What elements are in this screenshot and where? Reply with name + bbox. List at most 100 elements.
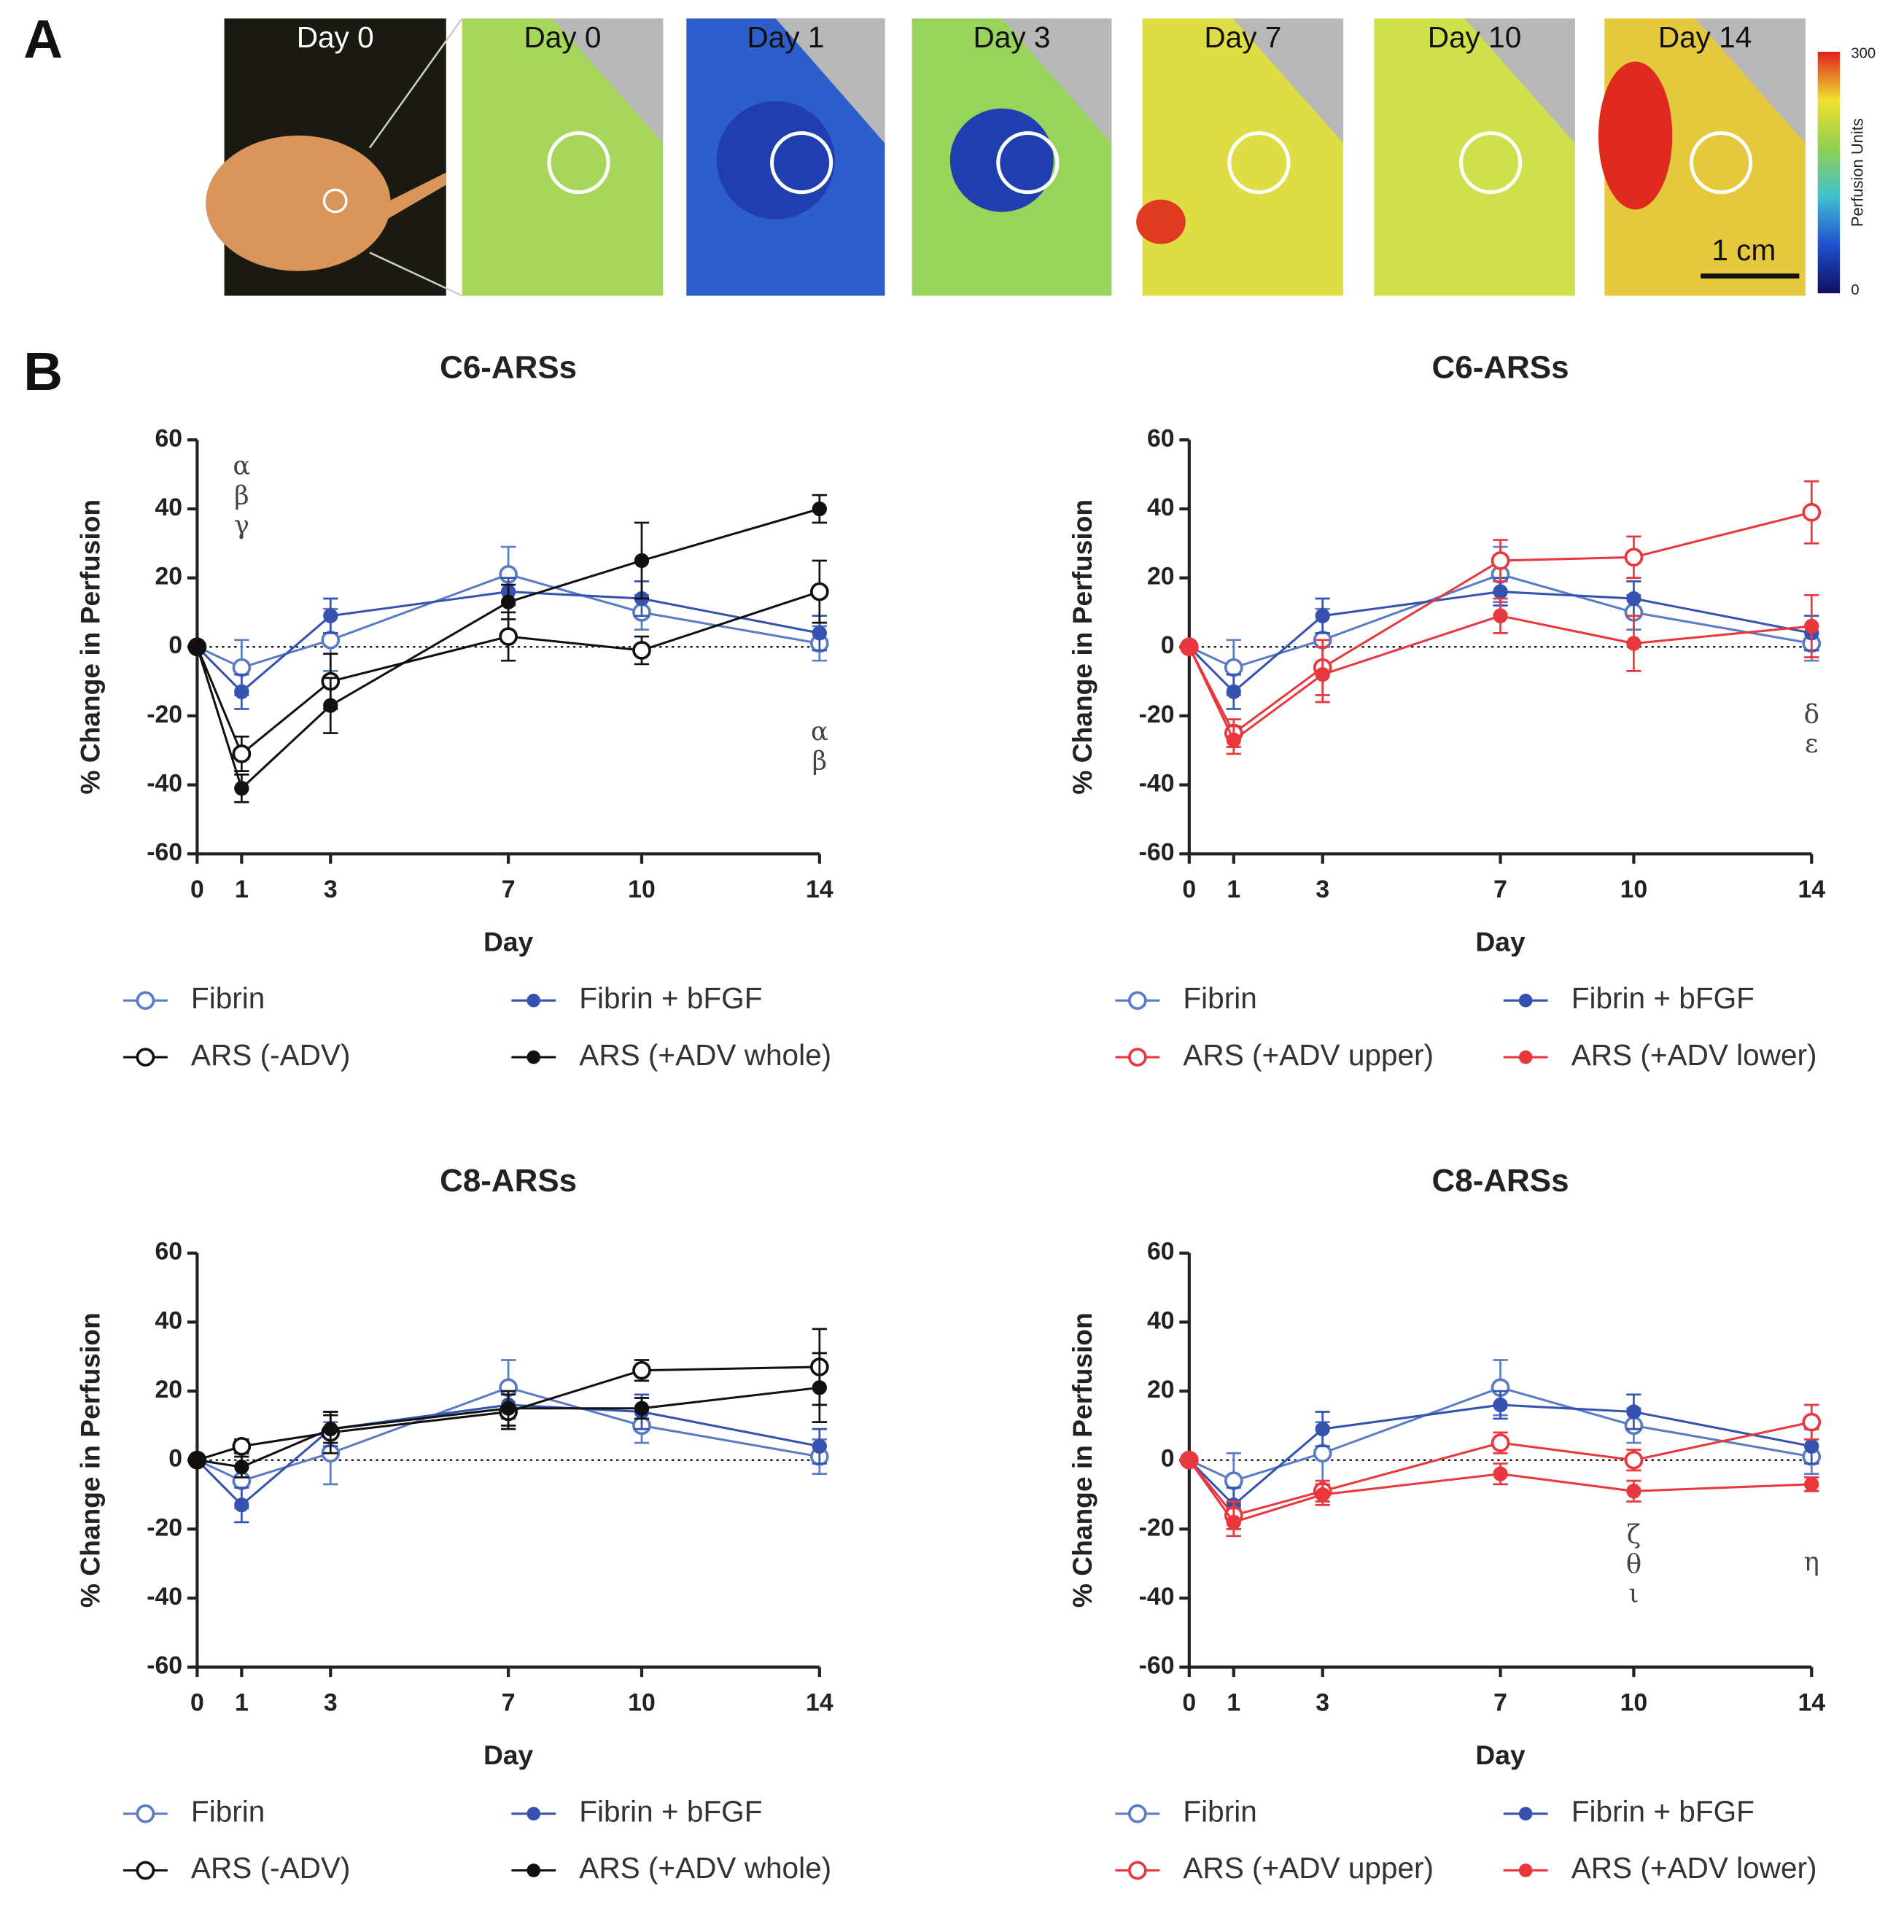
annotation: α: [233, 451, 250, 481]
data-point: [321, 630, 341, 650]
x-tick-label: 7: [502, 1688, 516, 1716]
y-tick-label: 60: [155, 1238, 183, 1266]
annotation: α: [811, 717, 828, 747]
y-tick-label: 20: [1147, 563, 1175, 591]
perfusion-images: Day 0 Day 0 Day 1 Day 3 Day 7 Day 10 Day 14: [206, 17, 1806, 297]
x-tick-label: 1: [235, 876, 249, 903]
legend-label: Fibrin: [191, 981, 265, 1015]
annotation: ι: [1628, 1578, 1639, 1608]
y-tick-label: 0: [1161, 631, 1175, 659]
data-point: [234, 684, 249, 699]
series-line: [196, 591, 820, 693]
data-point: [1224, 658, 1243, 677]
y-tick-label: -60: [147, 1652, 182, 1680]
legend-label: Fibrin + bFGF: [579, 1794, 762, 1828]
image-label: Day 7: [1204, 20, 1281, 54]
zoom-line: [369, 252, 463, 297]
annotation: δ: [1804, 699, 1819, 729]
y-tick-label: -20: [1139, 1514, 1175, 1541]
data-point: [1624, 1450, 1644, 1470]
series-line: [1188, 511, 1812, 735]
legend-marker: [136, 991, 155, 1010]
annotation: ζ: [1627, 1519, 1641, 1549]
legend-label: Fibrin + bFGF: [1571, 1794, 1755, 1828]
data-point: [1226, 684, 1241, 699]
y-tick-label: 20: [1147, 1376, 1175, 1403]
data-point: [1804, 618, 1819, 634]
data-point: [812, 626, 827, 641]
legend-label: Fibrin + bFGF: [1571, 981, 1755, 1015]
y-tick-label: -40: [147, 1583, 182, 1610]
legend-marker: [136, 1048, 155, 1067]
y-tick-label: -40: [1139, 1583, 1175, 1610]
roi: [770, 131, 834, 195]
x-tick-label: 14: [1798, 1688, 1825, 1716]
colorbar: [1817, 51, 1841, 294]
x-axis-title: Day: [1475, 1740, 1526, 1770]
zoom-line: [368, 17, 463, 149]
y-tick-label: 20: [155, 563, 183, 591]
data-point: [234, 1497, 249, 1513]
roi: [547, 131, 610, 195]
legend-marker: [1127, 1861, 1147, 1880]
image-label: Day 0: [524, 20, 602, 54]
annotation: η: [1804, 1547, 1819, 1577]
data-point: [232, 658, 252, 677]
y-axis-title: % Change in Perfusion: [1067, 499, 1097, 795]
x-tick-label: 1: [235, 1688, 249, 1716]
data-point: [500, 594, 516, 609]
low-perfusion: [949, 108, 1054, 212]
x-tick-label: 7: [1493, 876, 1507, 903]
data-point: [634, 1401, 650, 1416]
y-tick-label: -40: [147, 769, 182, 797]
y-tick-label: 40: [155, 494, 183, 521]
series-line: [195, 591, 820, 756]
legend-marker: [526, 994, 541, 1008]
x-tick-label: 10: [1620, 876, 1648, 903]
image-label: Day 14: [1658, 20, 1752, 54]
x-tick-label: 10: [1620, 1688, 1648, 1716]
data-point: [234, 1460, 249, 1475]
data-point: [1493, 1397, 1508, 1413]
background: [1695, 18, 1806, 144]
data-point: [634, 553, 650, 569]
data-point: [812, 1380, 827, 1395]
data-point: [1315, 666, 1330, 682]
data-point: [234, 781, 249, 796]
data-point: [1315, 608, 1330, 623]
data-point: [1493, 608, 1508, 623]
x-axis-title: Day: [1475, 926, 1526, 957]
legend-label: ARS (+ADV lower): [1571, 1038, 1817, 1072]
annotation: β: [812, 747, 828, 776]
data-point: [632, 1360, 651, 1380]
series-line: [1188, 1403, 1812, 1507]
image-label: Day 0: [297, 20, 374, 54]
annotation: θ: [1626, 1549, 1641, 1579]
data-point: [1493, 584, 1508, 599]
series-line: [1188, 591, 1812, 693]
roi: [1690, 131, 1753, 195]
data-point: [1624, 548, 1644, 567]
legend-label: Fibrin: [1183, 981, 1256, 1015]
y-tick-label: -60: [1139, 1652, 1175, 1680]
x-tick-label: 10: [628, 1688, 656, 1716]
x-tick-label: 3: [1316, 876, 1329, 903]
legend-marker: [526, 1863, 541, 1877]
y-tick-label: 0: [168, 1445, 182, 1473]
legend-marker: [1127, 991, 1147, 1010]
data-point: [1315, 1421, 1330, 1437]
x-tick-label: 14: [806, 1688, 834, 1716]
background: [1464, 18, 1575, 144]
x-tick-label: 1: [1227, 876, 1240, 903]
high-perfusion: [1136, 199, 1186, 244]
data-point: [190, 639, 205, 655]
legend-marker: [526, 1050, 541, 1064]
data-point: [323, 608, 338, 623]
annotation: ε: [1805, 729, 1818, 759]
legend-label: ARS (+ADV whole): [579, 1851, 831, 1885]
legend-marker: [1518, 1807, 1533, 1821]
data-point: [1802, 1412, 1822, 1432]
x-tick-label: 14: [1798, 876, 1825, 903]
data-point: [1491, 1433, 1510, 1452]
mouse-tail: [372, 172, 446, 228]
